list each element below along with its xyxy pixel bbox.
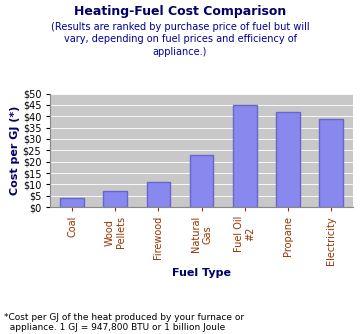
Bar xyxy=(60,198,84,207)
Text: (Results are ranked by purchase price of fuel but will
vary, depending on fuel p: (Results are ranked by purchase price of… xyxy=(51,22,309,56)
Bar xyxy=(319,119,343,207)
X-axis label: Fuel Type: Fuel Type xyxy=(172,268,231,278)
Y-axis label: Cost per GJ (*): Cost per GJ (*) xyxy=(10,106,20,195)
Bar xyxy=(276,112,300,207)
Text: *Cost per GJ of the heat produced by your furnace or
  appliance. 1 GJ = 947,800: *Cost per GJ of the heat produced by you… xyxy=(4,313,244,332)
Bar xyxy=(147,182,170,207)
Bar xyxy=(190,155,213,207)
Bar xyxy=(233,105,257,207)
Bar xyxy=(103,191,127,207)
Text: Heating-Fuel Cost Comparison: Heating-Fuel Cost Comparison xyxy=(74,5,286,18)
